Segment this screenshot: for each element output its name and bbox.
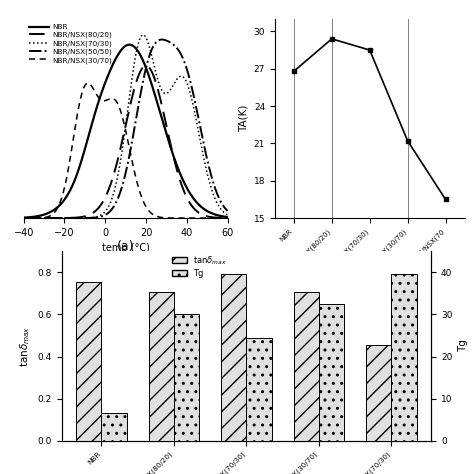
- NBR/NSX(80/20): [110, 173, 116, 178]
- Text: (a): (a): [117, 240, 134, 253]
- Legend: tan$\delta_{max}$, Tg: tan$\delta_{max}$, Tg: [169, 252, 230, 281]
- Bar: [319, 304, 344, 441]
- Text: (b): (b): [361, 268, 379, 281]
- NBR/NSX(80/20): [42, 215, 47, 221]
- Line: NBR: NBR: [24, 45, 228, 218]
- NBR: [225, 214, 230, 220]
- NBR/NSX(70/30): [140, 32, 146, 37]
- Legend: NBR, NBR/NSX(80/20), NBR/NSX(70/30), NBR/NSX(50/50), NBR/NSX(30/70): NBR, NBR/NSX(80/20), NBR/NSX(70/30), NBR…: [27, 23, 114, 65]
- NBR/NSX(80/20): [161, 111, 167, 117]
- NBR/NSX(70/30): [225, 212, 230, 218]
- NBR: [42, 211, 47, 217]
- NBR: [183, 184, 189, 190]
- NBR/NSX(50/50): [103, 211, 109, 217]
- NBR/NSX(50/50): [180, 55, 186, 61]
- NBR: [110, 60, 116, 66]
- Bar: [221, 274, 246, 441]
- Bar: [366, 345, 392, 441]
- Bar: [149, 292, 174, 441]
- Y-axis label: Tg: Tg: [458, 339, 468, 353]
- NBR/NSX(50/50): [42, 215, 47, 221]
- NBR/NSX(30/70): [103, 98, 109, 103]
- NBR/NSX(70/30): [42, 215, 47, 221]
- NBR/NSX(30/70): [161, 215, 167, 220]
- NBR/NSX(50/50): [21, 215, 27, 221]
- NBR/NSX(30/70): [85, 80, 91, 86]
- NBR/NSX(50/50): [225, 208, 230, 214]
- NBR/NSX(80/20): [143, 63, 149, 69]
- NBR/NSX(70/30): [21, 215, 27, 221]
- NBR: [180, 177, 186, 182]
- NBR/NSX(70/30): [183, 79, 189, 85]
- Line: NBR/NSX(30/70): NBR/NSX(30/70): [24, 83, 228, 218]
- Bar: [174, 314, 200, 441]
- NBR/NSX(50/50): [159, 36, 164, 42]
- NBR/NSX(70/30): [180, 74, 186, 80]
- Y-axis label: tan$\delta_{max}$: tan$\delta_{max}$: [18, 326, 32, 366]
- NBR/NSX(30/70): [111, 96, 117, 101]
- Bar: [76, 282, 101, 441]
- NBR/NSX(70/30): [110, 191, 116, 197]
- NBR/NSX(30/70): [183, 215, 189, 221]
- NBR: [103, 77, 109, 83]
- Y-axis label: TA(K): TA(K): [238, 105, 248, 132]
- NBR/NSX(80/20): [225, 215, 230, 221]
- NBR: [21, 215, 27, 220]
- NBR/NSX(70/30): [103, 208, 109, 213]
- NBR/NSX(80/20): [103, 193, 109, 199]
- NBR/NSX(30/70): [42, 215, 47, 220]
- Bar: [246, 337, 272, 441]
- NBR/NSX(50/50): [110, 204, 116, 210]
- Bar: [101, 413, 127, 441]
- NBR/NSX(70/30): [161, 90, 167, 96]
- Bar: [392, 274, 417, 441]
- NBR/NSX(30/70): [180, 215, 186, 221]
- NBR/NSX(80/20): [180, 185, 186, 191]
- Bar: [293, 292, 319, 441]
- Line: NBR/NSX(80/20): NBR/NSX(80/20): [24, 66, 228, 218]
- NBR/NSX(30/70): [225, 215, 230, 221]
- X-axis label: temp (°C): temp (°C): [101, 243, 150, 253]
- Line: NBR/NSX(50/50): NBR/NSX(50/50): [24, 39, 228, 218]
- NBR/NSX(80/20): [21, 215, 27, 221]
- Line: NBR/NSX(70/30): NBR/NSX(70/30): [24, 35, 228, 218]
- NBR/NSX(80/20): [183, 194, 189, 200]
- NBR/NSX(30/70): [21, 215, 27, 221]
- NBR/NSX(50/50): [183, 65, 189, 71]
- NBR: [127, 42, 132, 47]
- NBR/NSX(50/50): [161, 37, 167, 43]
- NBR: [161, 122, 167, 128]
